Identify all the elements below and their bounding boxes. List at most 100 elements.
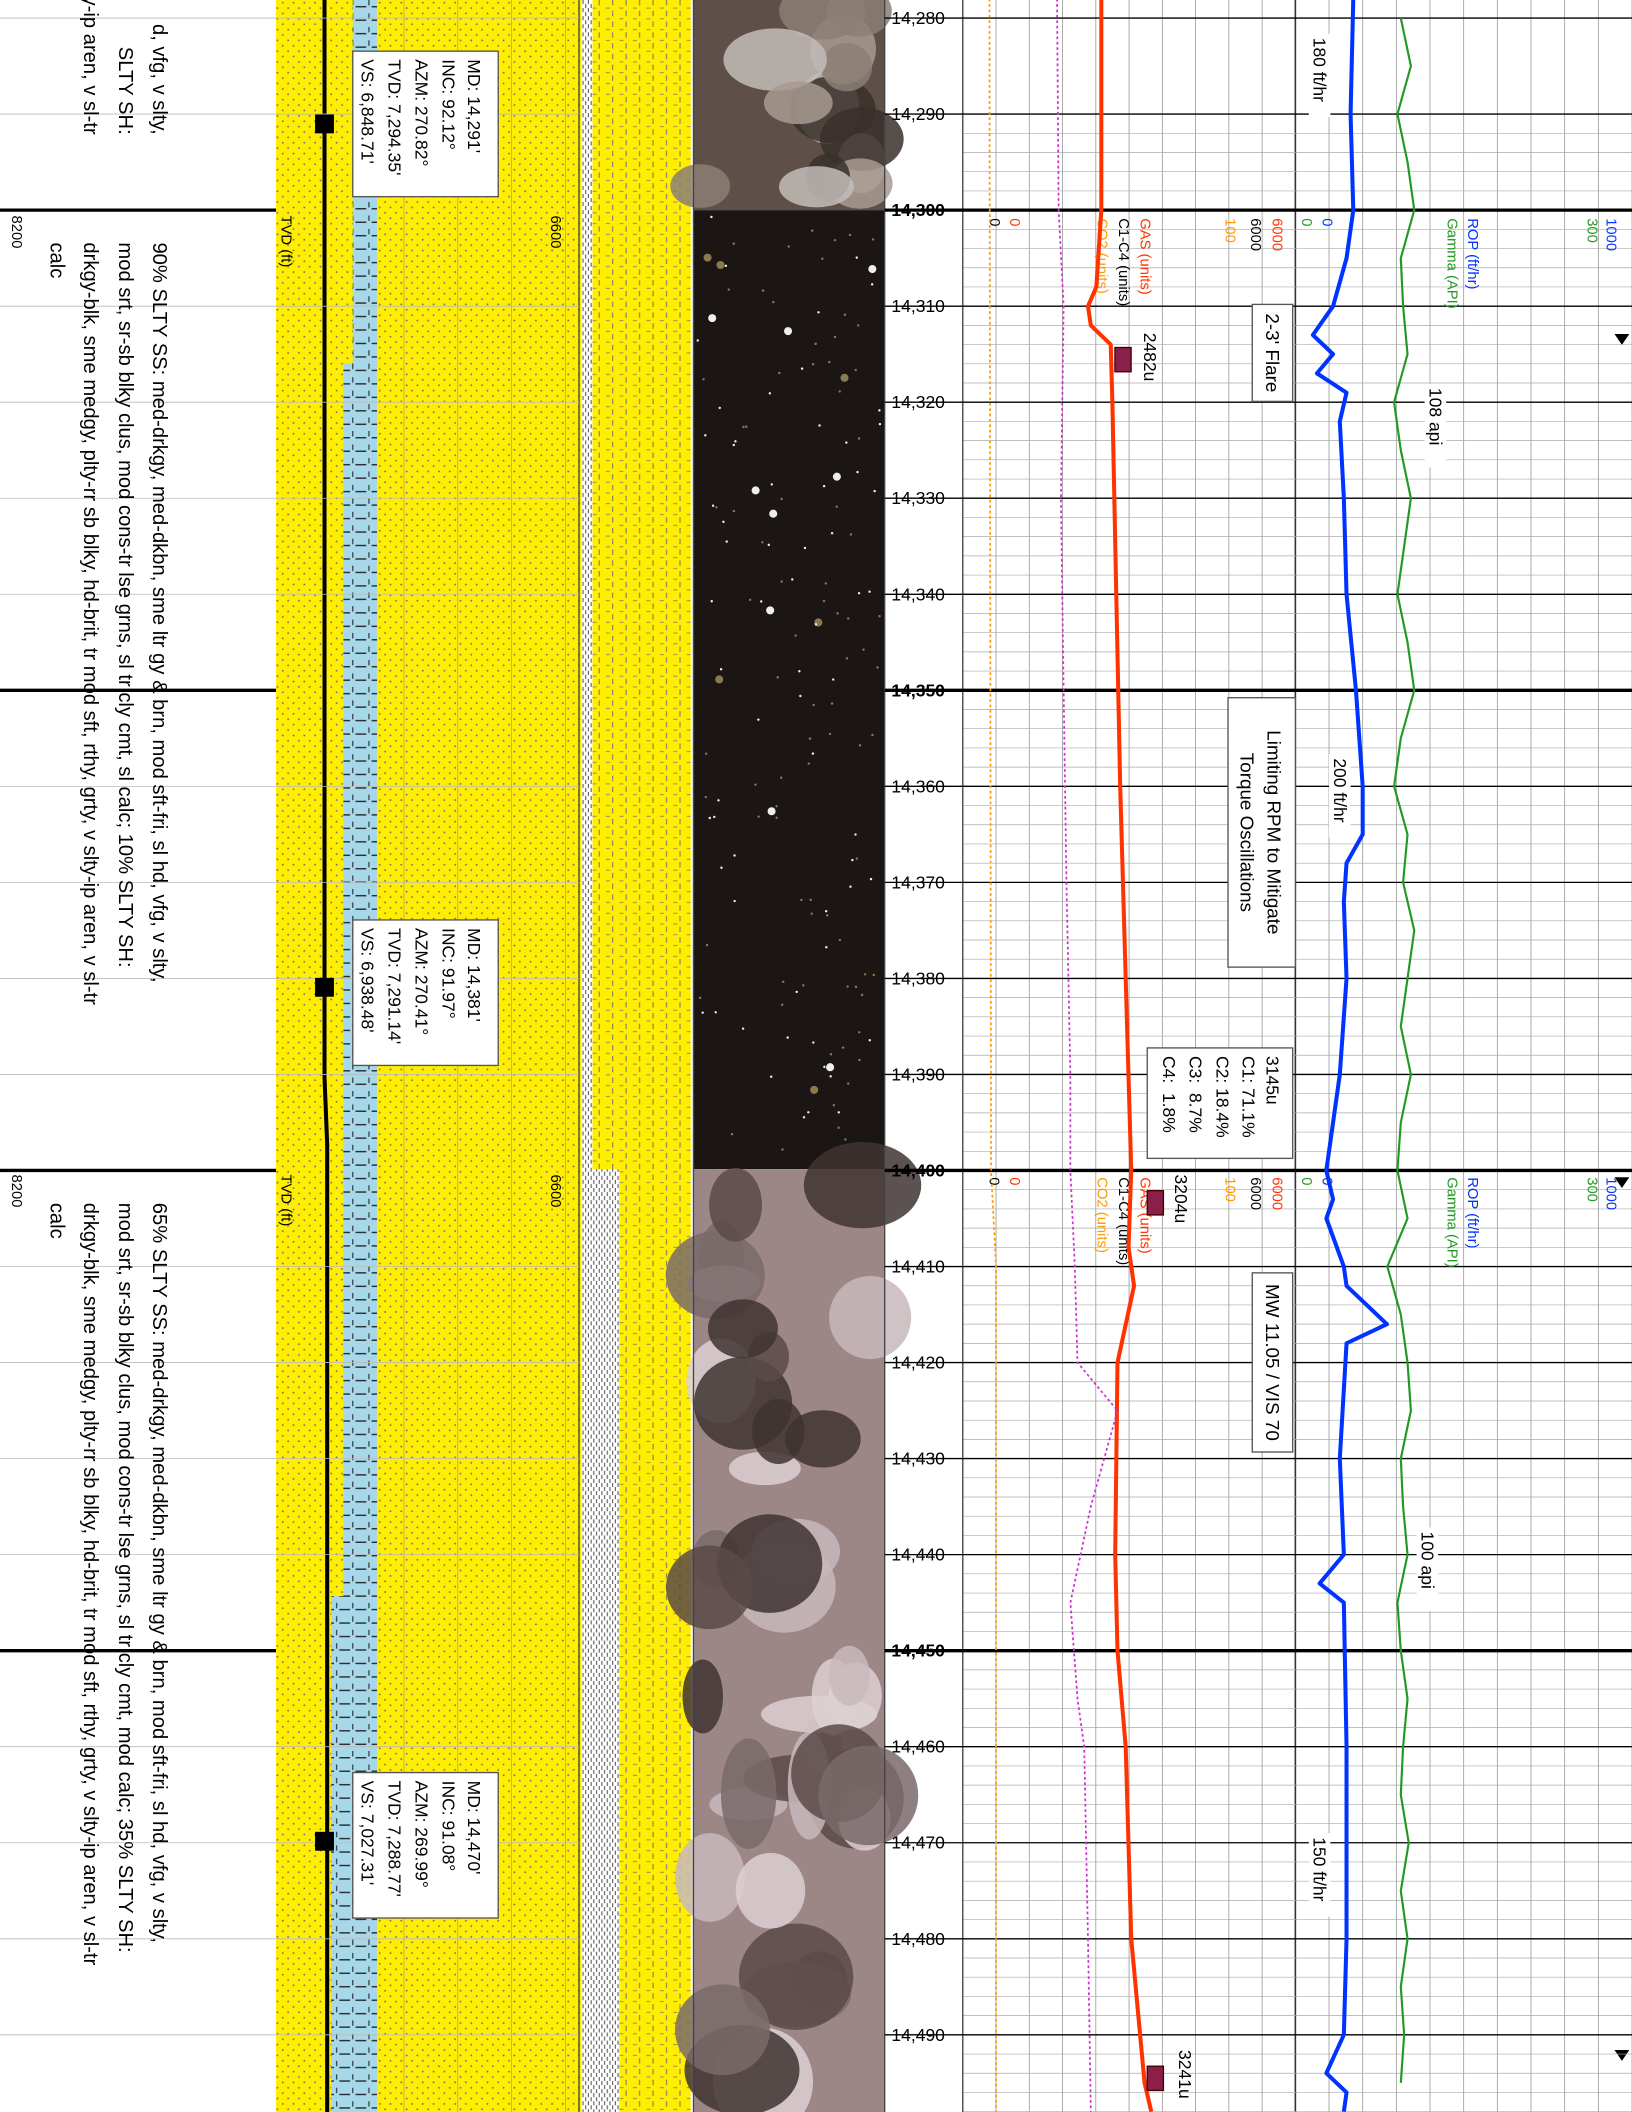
speck [854,985,858,989]
curve-header: 0 [1318,218,1334,226]
rock [826,0,892,37]
speck [702,378,705,381]
speck [811,229,814,232]
speck [760,600,763,603]
speck [814,342,817,346]
speck [878,409,881,412]
rock [666,1545,753,1630]
speck [824,582,827,585]
speck [858,1058,861,1062]
speck [742,425,745,429]
speck [770,483,773,486]
speck [841,1046,845,1049]
label-bg [1424,383,1447,468]
speck [822,484,826,488]
speck [733,899,736,903]
depth-label: 14,430 [891,1449,945,1469]
rock [738,1923,854,2030]
speck [727,288,730,291]
annotation-text: Torque Oscillations [1236,753,1257,912]
speck [809,898,812,902]
speck [766,606,775,615]
curve [988,0,997,2112]
survey-box [352,1771,499,1919]
speck [823,1065,826,1069]
speck [778,371,781,375]
speck [828,360,831,364]
speck [818,424,821,427]
speck [854,368,857,372]
speck [768,392,772,395]
rock [829,1645,870,1706]
lith-strip [581,1169,620,2112]
speck [846,985,849,988]
rock [803,1142,922,1229]
survey-text: AZM: 270.41° [411,928,431,1035]
speck [800,898,803,902]
speck [868,590,871,593]
depth-label: 14,300 [891,200,945,220]
speck [869,877,873,881]
speck [761,541,764,544]
survey-text: MD: 14,470' [464,1781,484,1875]
speck [733,854,736,857]
tvd-scale: 6600 [547,216,563,249]
curve-header: 300 [1584,218,1600,243]
depth-label: 14,320 [891,392,945,412]
rock [723,28,827,91]
speck [832,1104,836,1107]
curve-header: 100 [1221,218,1237,243]
depth-label: 14,360 [891,776,945,796]
speck [849,533,853,536]
speck [826,914,829,917]
speck [807,762,810,765]
speck [807,1111,810,1114]
speck [848,233,852,237]
speck [725,540,728,543]
depth-label: 14,290 [891,104,945,124]
speck [838,938,842,942]
gas-composition: C1: 71.1% [1238,1056,1258,1138]
speck [862,648,865,651]
survey-text: TVD: 7,294.35' [385,59,405,175]
speck [812,1041,815,1044]
speck [803,546,807,550]
speck [854,833,857,836]
speck [822,599,826,603]
lithology-description: drkgy-blk, sme medgy, plty-rr sb blky, h… [79,242,101,1005]
label-bg [1308,33,1331,118]
speck [780,497,783,501]
annotation-box [1251,303,1294,403]
speck [824,909,828,913]
lithology-description: SLTY SH: [114,47,136,135]
depth-label: 14,420 [891,1353,945,1373]
speck [802,1116,806,1119]
depth-label: 14,410 [891,1257,945,1277]
speck [808,737,812,740]
survey-text: TVD: 7,288.77' [385,1781,405,1897]
speck [810,912,813,915]
curve-header: 6000 [1269,1177,1285,1210]
speck [791,578,794,581]
rock [675,1833,745,1922]
speck [857,591,861,595]
survey-text: VS: 7,027.31' [358,1781,378,1886]
curve [1085,0,1154,2112]
speck [696,339,699,342]
speck [851,858,854,862]
speck [784,327,793,336]
speck [761,289,765,292]
speck [810,1085,819,1094]
lithology-description: 90% SLTY SS: med-drkgy, med-dkbn, sme lt… [148,242,170,982]
survey-text: TVD: 7,291.14' [385,928,405,1044]
speck [751,486,760,495]
curve-header: 6000 [1247,1177,1263,1210]
speck [708,816,711,820]
speck [871,733,874,737]
lithology-description: mod srt, sr-sb blky clus, mod cons-tr ls… [114,1203,136,1953]
curve-label: 150 ft/hr [1310,1837,1330,1901]
speck [870,283,874,286]
depth-label: 14,440 [891,1545,945,1565]
speck [703,253,712,262]
depth-label: 14,400 [891,1160,945,1180]
